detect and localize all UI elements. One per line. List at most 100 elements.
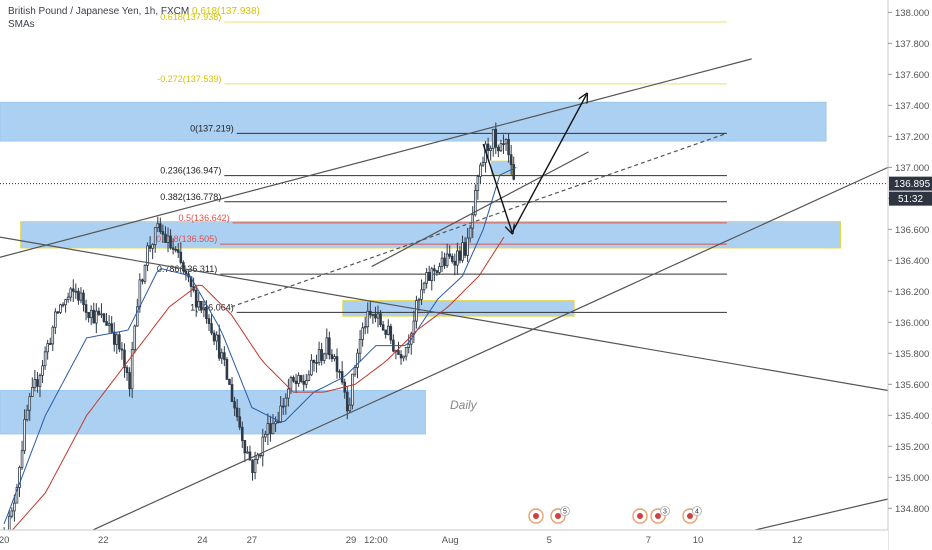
- price-tick-label: 137.200: [895, 132, 929, 143]
- candle-body: [69, 288, 73, 298]
- candle-body: [302, 380, 306, 385]
- candle-body: [87, 311, 90, 319]
- price-tick-label: 135.800: [895, 349, 929, 360]
- candle-body: [312, 359, 316, 363]
- candle-body: [374, 313, 377, 319]
- candle-body: [266, 423, 270, 435]
- sma-fast-line: [3, 166, 517, 524]
- price-axis[interactable]: 134.800 135.000 135.200 135.400 135.600 135.8…: [887, 0, 932, 550]
- candle-body: [100, 313, 103, 316]
- candle-body: [297, 375, 300, 384]
- candle-body: [389, 325, 393, 341]
- candle-body: [123, 349, 126, 369]
- candle-body: [23, 419, 26, 452]
- trendlines: [0, 58, 889, 536]
- candle-body: [322, 353, 326, 361]
- candle-body: [36, 379, 39, 387]
- zone-rect-0: [0, 101, 827, 142]
- time-axis[interactable]: 20 22 24 27 29 12:00 Aug 5 7 10 12: [0, 529, 888, 550]
- flag-center-dot: [655, 513, 661, 519]
- event-badge-count: 5: [563, 509, 567, 516]
- candle-body: [420, 289, 423, 300]
- candle-body: [471, 214, 475, 229]
- candle-body: [276, 421, 280, 424]
- candle-body: [338, 371, 341, 373]
- indicator-label[interactable]: SMAs: [8, 19, 35, 30]
- candle-body: [130, 349, 134, 390]
- candle-body: [184, 270, 188, 275]
- time-tick-label: 7: [646, 535, 651, 546]
- candle-body: [438, 266, 441, 273]
- fib-label-8: 1(136.064): [190, 302, 234, 312]
- fib-label-6: 0.618(136.505): [156, 234, 217, 244]
- candle-body: [240, 426, 244, 441]
- candle-body: [159, 223, 162, 232]
- candle-body: [38, 374, 42, 387]
- candle-body: [402, 355, 405, 359]
- candle-body: [371, 313, 375, 316]
- candle-body: [84, 304, 88, 313]
- candle-body: [248, 451, 252, 461]
- time-tick-label: Aug: [442, 535, 459, 546]
- flag-center-dot: [637, 513, 643, 519]
- candle-body: [133, 325, 137, 351]
- candle-body: [71, 288, 75, 292]
- candle-body: [51, 326, 55, 345]
- candle-body: [351, 373, 354, 406]
- price-tick-label: 138.000: [895, 8, 929, 19]
- candle-body: [443, 257, 446, 266]
- price-tick-label: 136.000: [895, 318, 929, 329]
- candle-body: [271, 423, 275, 435]
- candle-body: [450, 255, 454, 262]
- candle-body: [253, 459, 257, 473]
- candle-body: [82, 292, 85, 305]
- candle-body: [404, 347, 408, 357]
- candle-body: [118, 334, 121, 350]
- candle-body: [366, 310, 370, 328]
- candle-body: [463, 242, 467, 256]
- candle-body: [112, 331, 116, 345]
- candle-body: [194, 289, 198, 308]
- price-axis-bg: [888, 0, 932, 550]
- candle-body: [381, 324, 385, 331]
- candle-body: [491, 128, 495, 149]
- event-badge-count: 4: [695, 509, 699, 516]
- candle-body: [261, 436, 265, 457]
- candle-body: [138, 279, 142, 308]
- moving-averages: [3, 166, 517, 540]
- candle-body: [502, 143, 505, 146]
- annotation-daily: Daily: [450, 398, 478, 412]
- candle-body: [315, 362, 318, 364]
- price-tick-label: 137.400: [895, 101, 929, 112]
- candle-body: [379, 313, 382, 326]
- candle-body: [89, 309, 93, 319]
- event-badge: [660, 506, 670, 516]
- top-fib-label: 0.618(137.938): [192, 6, 260, 17]
- candle-body: [176, 249, 180, 253]
- legend-title-row: British Pound / Japanese Yen, 1h, FXCM 0…: [8, 5, 260, 18]
- candle-body: [28, 396, 32, 411]
- candle-body: [97, 310, 101, 315]
- trendline-1: [0, 236, 889, 392]
- projection-arrow-1: [511, 95, 586, 233]
- candle-body: [174, 248, 177, 251]
- candle-body: [333, 356, 336, 360]
- candle-body: [153, 227, 157, 245]
- candle-body: [200, 300, 203, 310]
- candle-body: [210, 323, 213, 334]
- symbol-title[interactable]: British Pound / Japanese Yen, 1h, FXCM: [8, 6, 190, 17]
- last-price-marker: 136.895 51:32: [0, 176, 932, 206]
- candle-body: [274, 421, 277, 425]
- candle-body: [466, 237, 469, 256]
- candle-body: [156, 223, 160, 229]
- candle-body: [456, 250, 459, 266]
- candle-body: [77, 290, 80, 301]
- candle-body: [412, 320, 416, 335]
- flag-center-dot: [687, 513, 693, 519]
- candle-body: [425, 272, 428, 284]
- candle-body: [220, 352, 224, 359]
- candle-body: [356, 352, 359, 368]
- price-tick-label: 135.200: [895, 442, 929, 453]
- candle-body: [48, 343, 52, 345]
